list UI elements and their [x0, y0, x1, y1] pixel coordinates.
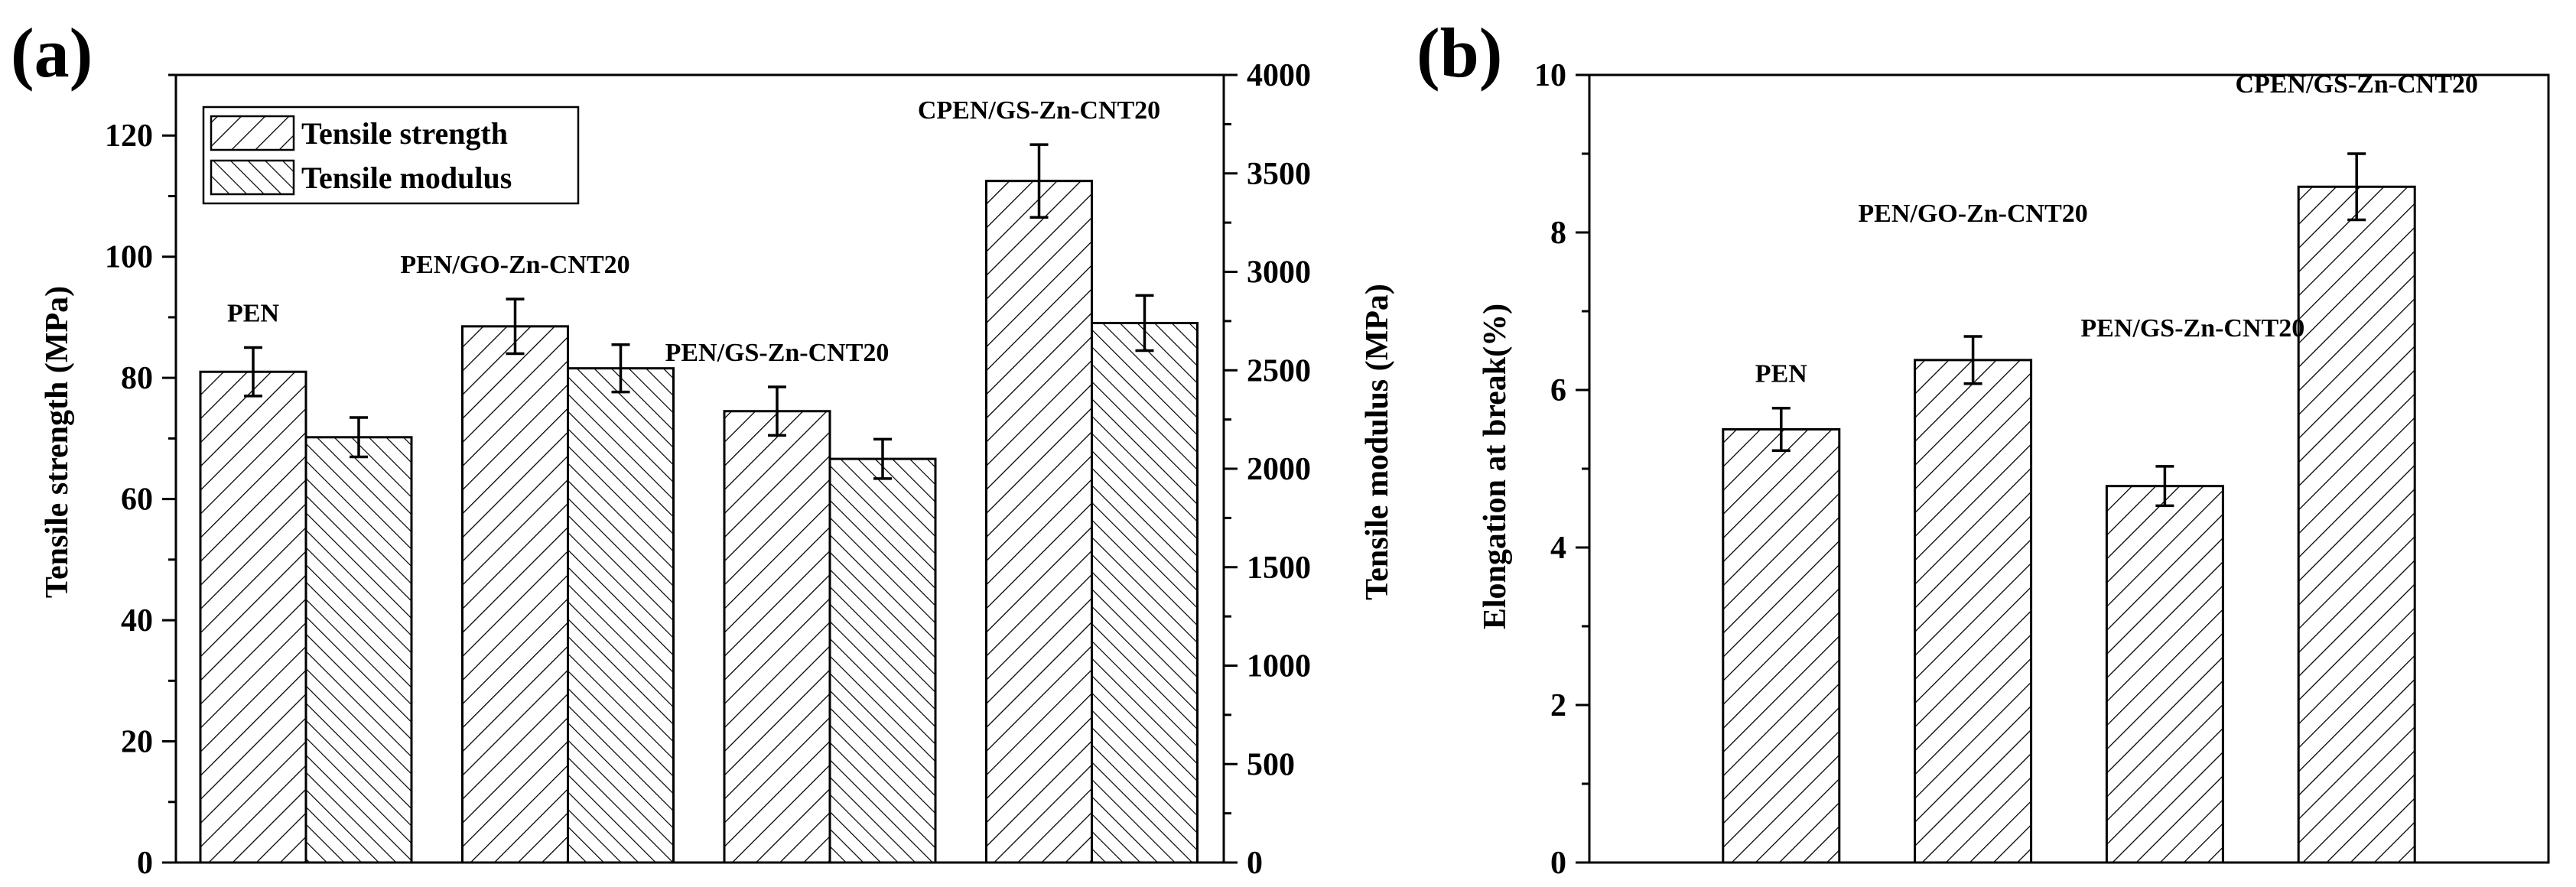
error-bar-elongation-pen-go-zn-cnt20 — [1963, 335, 1982, 385]
error-bar-elongation-pen — [1771, 406, 1791, 453]
error-bar-tensile-modulus-pen-gs-zn-cnt20 — [873, 437, 892, 480]
legend-label-strength: Tensile strength — [301, 116, 508, 151]
panel-b-left-tick-label: 0 — [1550, 846, 1566, 881]
category-label-pen-go-zn-cnt20: PEN/GO-Zn-CNT20 — [400, 251, 629, 279]
legend-swatch-modulus — [210, 159, 295, 196]
panel-a-right-tick-label: 2500 — [1247, 353, 1311, 388]
error-bar-tensile-modulus-pen — [350, 416, 368, 459]
panel-b-label: (b) — [1416, 14, 1502, 92]
error-bar-tensile-strength-cpen-gs-zn-cnt20 — [1029, 143, 1049, 219]
error-bar-elongation-pen-gs-zn-cnt20 — [2155, 465, 2174, 508]
panel-a-bars — [199, 143, 1199, 864]
bar-tensile-strength-pen — [199, 370, 307, 864]
panel-a-y-axis-title: Tensile strength (MPa) — [40, 286, 75, 598]
bar-elongation-pen — [1722, 428, 1841, 864]
panel-a-left-tick-label: 40 — [121, 603, 153, 638]
bar-tensile-modulus-pen — [304, 436, 413, 864]
panel-a-right-tick-label: 3000 — [1247, 255, 1311, 291]
bar-tensile-strength-pen-gs-zn-cnt20 — [723, 410, 831, 864]
legend-label-modulus: Tensile modulus — [301, 161, 512, 195]
category-label-pen-gs-zn-cnt20: PEN/GS-Zn-CNT20 — [665, 339, 890, 367]
category-label-cpen-gs-zn-cnt20: CPEN/GS-Zn-CNT20 — [918, 96, 1160, 125]
error-bar-tensile-strength-pen-gs-zn-cnt20 — [768, 385, 786, 437]
panel-b-plot-frame — [1588, 73, 2550, 864]
panel-b-bars — [1722, 152, 2416, 864]
panel-b-left-tick-label: 4 — [1550, 531, 1566, 566]
category-label-pen-go-zn-cnt20: PEN/GO-Zn-CNT20 — [1858, 200, 2087, 228]
error-bar-tensile-modulus-pen-go-zn-cnt20 — [611, 343, 630, 394]
panel-a-right-tick-label: 500 — [1247, 747, 1295, 782]
error-bar-elongation-cpen-gs-zn-cnt20 — [2347, 152, 2366, 222]
panel-a-label: (a) — [11, 14, 93, 92]
panel-a-right-ticks: 0 500 1000 1500 2000 2500 3000 3500 4000 — [1224, 58, 1311, 881]
bar-tensile-strength-pen-go-zn-cnt20 — [461, 325, 569, 864]
panel-a-y2-axis-title: Tensile modulus (MPa) — [1360, 284, 1395, 600]
bar-tensile-modulus-cpen-gs-zn-cnt20 — [1091, 321, 1199, 864]
bar-tensile-strength-cpen-gs-zn-cnt20 — [985, 180, 1093, 864]
panel-a-right-tick-label: 2000 — [1247, 452, 1311, 487]
panel-b-left-tick-label: 8 — [1550, 216, 1566, 251]
bar-tensile-modulus-pen-go-zn-cnt20 — [567, 367, 675, 864]
category-label-pen-gs-zn-cnt20: PEN/GS-Zn-CNT20 — [2080, 314, 2304, 343]
panel-b-left-tick-label: 10 — [1534, 58, 1566, 93]
panel-b-category-labels: PENPEN/GO-Zn-CNT20PEN/GS-Zn-CNT20CPEN/GS… — [1755, 70, 2478, 388]
panel-a-right-tick-label: 4000 — [1247, 58, 1311, 93]
bar-elongation-pen-go-zn-cnt20 — [1914, 359, 2033, 864]
error-bar-tensile-strength-pen — [244, 346, 262, 398]
category-label-pen: PEN — [1755, 360, 1807, 388]
panel-b: (b) Elongation at break(%) 0 2 4 6 8 10 PEN PE… — [1416, 14, 2550, 881]
bar-elongation-pen-gs-zn-cnt20 — [2105, 485, 2224, 864]
panel-a-plot-frame — [174, 73, 1225, 864]
panel-a-right-tick-label: 1000 — [1247, 649, 1311, 684]
panel-a-left-tick-label: 120 — [105, 119, 153, 154]
panel-a-left-tick-label: 100 — [105, 240, 153, 275]
panel-b-left-tick-label: 6 — [1550, 373, 1566, 408]
panel-a-left-tick-label: 80 — [121, 361, 153, 396]
category-label-pen: PEN — [227, 300, 279, 328]
panel-b-left-tick-label: 2 — [1550, 688, 1566, 723]
panel-a-left-ticks: 0 20 40 60 80 100 120 — [105, 73, 176, 881]
panel-a-right-tick-label: 1500 — [1247, 551, 1311, 586]
bar-tensile-modulus-pen-gs-zn-cnt20 — [828, 457, 937, 864]
panel-a-category-labels: PEN PEN/GO-Zn-CNT20 PEN/GS-Zn-CNT20 CPEN/GS… — [227, 96, 1160, 367]
error-bar-tensile-strength-pen-go-zn-cnt20 — [506, 297, 525, 356]
panel-a-left-tick-label: 20 — [121, 725, 153, 760]
panel-a-left-tick-label: 0 — [137, 846, 153, 881]
legend-swatch-strength — [210, 115, 295, 151]
panel-a-left-tick-label: 60 — [121, 482, 153, 518]
panel-b-left-ticks: 0 2 4 6 8 10 — [1534, 58, 1589, 881]
error-bar-tensile-modulus-cpen-gs-zn-cnt20 — [1135, 294, 1154, 353]
legend: Tensile strength Tensile modulus — [202, 106, 580, 205]
panel-b-y-axis-title: Elongation at break(%) — [1478, 304, 1513, 629]
panel-a-right-tick-label: 0 — [1247, 846, 1263, 881]
panel-a-right-tick-label: 3500 — [1247, 157, 1311, 192]
bar-elongation-cpen-gs-zn-cnt20 — [2297, 185, 2416, 864]
panel-a: (a) Tensile strength (MPa) Tensile modul… — [11, 14, 1395, 881]
